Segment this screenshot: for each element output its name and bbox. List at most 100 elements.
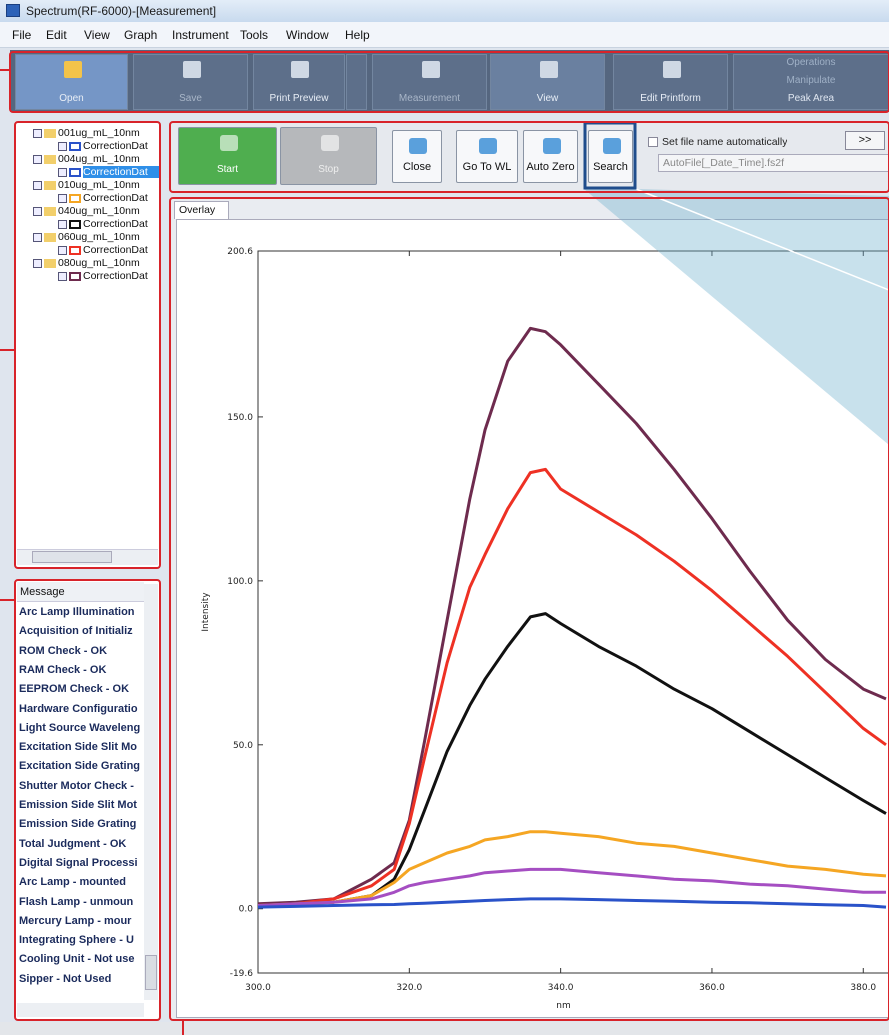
message-item: Acquisition of Initializ <box>19 625 133 638</box>
measure-button[interactable]: Start <box>178 127 277 185</box>
y-tick-label: 0.0 <box>239 905 254 915</box>
vertical-scrollbar[interactable] <box>144 584 158 1000</box>
message-item: Excitation Side Grating <box>19 760 141 773</box>
annotation-box <box>14 579 161 1021</box>
tree-item[interactable]: CorrectionDat <box>83 244 148 256</box>
scroll-thumb[interactable] <box>32 551 112 563</box>
tree-item[interactable]: 010ug_mL_10nm <box>58 179 140 191</box>
tree-checkbox <box>33 259 42 268</box>
toolbar-button[interactable]: Save <box>133 54 248 110</box>
toolbar-button[interactable]: View <box>490 54 605 110</box>
message-item: Shutter Motor Check - <box>19 779 134 792</box>
toolbar-button[interactable]: Print Preview <box>253 54 345 110</box>
tree-item[interactable]: 001ug_mL_10nm <box>58 127 140 139</box>
menu-item[interactable]: File <box>12 28 32 42</box>
tree-item[interactable]: CorrectionDat <box>83 218 148 230</box>
message-item: RAM Check - OK <box>19 663 107 676</box>
message-item: Digital Signal Processi <box>19 856 138 869</box>
measure-button[interactable]: Auto Zero <box>523 130 578 183</box>
status-strip <box>0 1022 889 1035</box>
checkbox-label[interactable]: Set file name automatically <box>662 136 788 148</box>
operations-item[interactable]: Manipulate <box>786 75 836 86</box>
toolbar-button[interactable]: Measurement <box>372 54 487 110</box>
tree-checkbox <box>33 129 42 138</box>
tree-item[interactable]: CorrectionDat <box>83 166 159 178</box>
operations-item[interactable]: Peak Area <box>787 93 835 104</box>
toolbar-button[interactable]: Open <box>15 54 128 110</box>
x-tick-label: 380.0 <box>850 983 876 993</box>
button-label: Measurement <box>398 93 461 104</box>
message-item: Excitation Side Slit Mo <box>19 741 137 754</box>
menu-item[interactable]: Graph <box>124 28 158 42</box>
menu-bar <box>0 22 889 48</box>
curve-icon <box>69 168 81 177</box>
scroll-thumb[interactable] <box>145 955 157 990</box>
curve-icon <box>69 220 81 229</box>
message-item: EEPROM Check - OK <box>19 683 130 696</box>
tree-item[interactable]: CorrectionDat <box>83 270 148 282</box>
menu-item[interactable]: Window <box>286 28 329 42</box>
tree-item[interactable]: 060ug_mL_10nm <box>58 231 140 243</box>
tree-item[interactable]: 040ug_mL_10nm <box>58 205 140 217</box>
button-icon <box>662 61 681 78</box>
button-label: View <box>536 93 559 104</box>
window-title: Spectrum(RF-6000)-[Measurement] <box>26 4 217 18</box>
tree-checkbox <box>33 155 42 164</box>
measure-button[interactable]: Stop <box>280 127 377 185</box>
tree-item[interactable]: 080ug_mL_10nm <box>58 257 140 269</box>
message-item: Emission Side Grating <box>19 818 137 831</box>
y-tick-label: -19.6 <box>230 969 254 979</box>
y-tick-label: 50.0 <box>233 741 253 751</box>
callout-beam <box>584 189 889 445</box>
measure-button[interactable]: Close <box>392 130 442 183</box>
curve-icon <box>69 142 81 151</box>
tree-checkbox <box>58 246 67 255</box>
dropdown-button[interactable] <box>346 54 367 110</box>
button-label: Go To WL <box>462 161 512 173</box>
button-label: Print Preview <box>269 93 329 104</box>
checkbox[interactable] <box>648 137 658 147</box>
annotation-box <box>169 197 889 1021</box>
x-axis-label: nm <box>556 1001 570 1011</box>
operations-item[interactable]: Operations <box>786 57 836 68</box>
y-axis-label: Intensity <box>201 592 211 632</box>
tree-checkbox <box>33 207 42 216</box>
tree-checkbox <box>58 168 67 177</box>
button-label: Auto Zero <box>526 161 575 173</box>
overlay-tab[interactable]: Overlay <box>174 201 229 219</box>
series-line <box>257 467 887 907</box>
tree-checkbox <box>58 220 67 229</box>
message-item: Hardware Configuratio <box>19 702 138 715</box>
tree-checkbox <box>33 233 42 242</box>
menu-item[interactable]: Edit <box>46 28 67 42</box>
measure-button[interactable]: Search <box>588 130 633 183</box>
file-name-field[interactable]: AutoFile[_Date_Time].fs2f <box>658 154 889 172</box>
message-item: ROM Check - OK <box>19 644 108 657</box>
toolbar-button[interactable]: Edit Printform <box>613 54 728 110</box>
horizontal-scrollbar[interactable] <box>17 1003 144 1017</box>
measure-button[interactable]: Go To WL <box>456 130 518 183</box>
tree-item[interactable]: CorrectionDat <box>83 140 148 152</box>
message-item: Emission Side Slit Mot <box>19 799 137 811</box>
folder-icon <box>44 259 56 268</box>
menu-item[interactable]: Help <box>345 28 370 42</box>
button-icon <box>602 138 621 154</box>
message-item: Arc Lamp - mounted <box>19 876 126 889</box>
folder-icon <box>44 233 56 242</box>
more-button[interactable]: >> <box>845 131 885 150</box>
message-item: Light Source Waveleng <box>19 721 141 734</box>
plot-frame <box>257 250 889 974</box>
menu-item[interactable]: Tools <box>240 28 269 42</box>
button-label: Stop <box>318 164 339 175</box>
tree-item[interactable]: CorrectionDat <box>83 192 148 204</box>
message-panel <box>15 580 160 1020</box>
menu-item[interactable]: View <box>84 28 110 42</box>
menu-item[interactable]: Instrument <box>172 28 229 42</box>
tree-item[interactable]: 004ug_mL_10nm <box>58 153 140 165</box>
callout-box <box>583 121 637 190</box>
button-icon <box>479 138 497 154</box>
button-icon <box>542 138 561 154</box>
x-tick-label: 340.0 <box>548 983 574 993</box>
